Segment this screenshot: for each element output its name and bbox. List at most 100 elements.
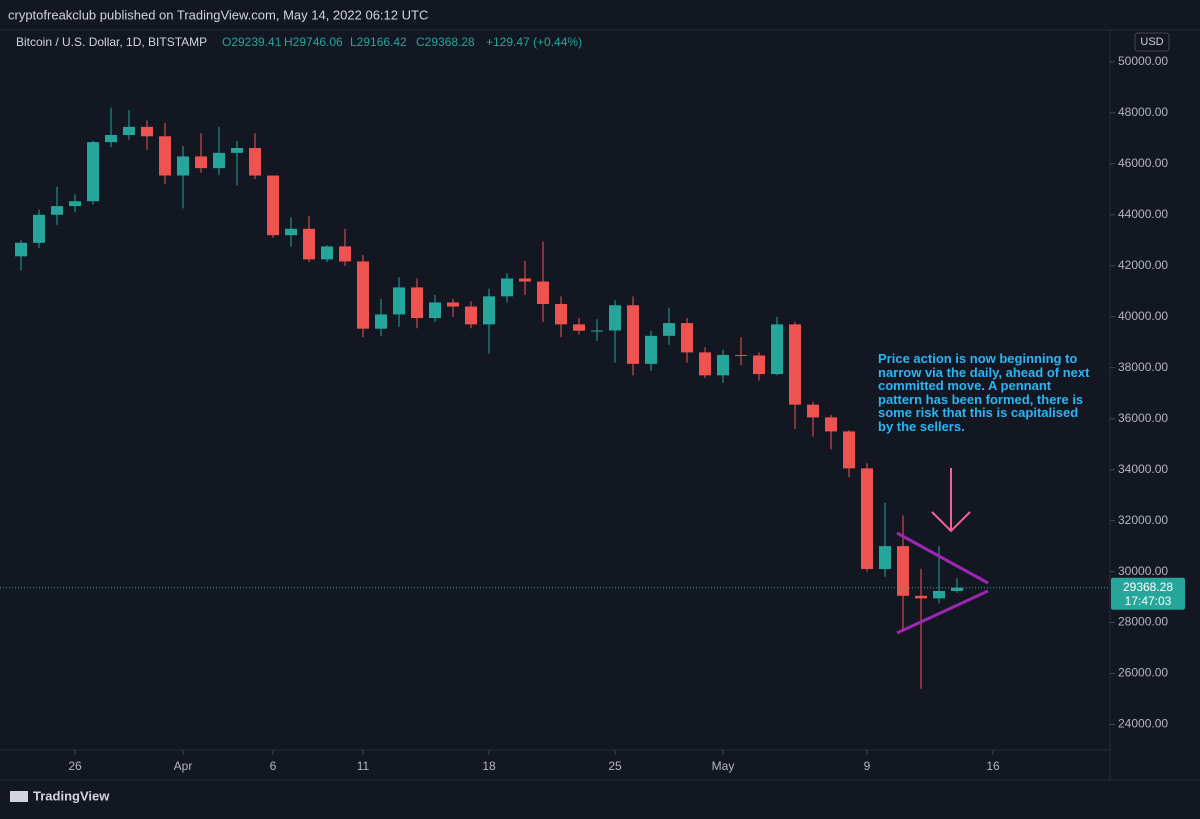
candle-body bbox=[267, 175, 279, 236]
y-tick-label: 38000.00 bbox=[1118, 360, 1168, 374]
y-tick-label: 24000.00 bbox=[1118, 717, 1168, 731]
x-tick-label: 11 bbox=[357, 759, 370, 773]
x-tick-label: 6 bbox=[270, 759, 277, 773]
y-tick-label: 50000.00 bbox=[1118, 54, 1168, 68]
candle-body bbox=[627, 305, 639, 364]
candle-body bbox=[753, 355, 765, 375]
candle-body bbox=[213, 152, 225, 169]
legend: Bitcoin / U.S. Dollar, 1D, BITSTAMP O292… bbox=[16, 35, 582, 49]
candle-body bbox=[717, 354, 729, 376]
candle-body bbox=[501, 278, 513, 297]
candle-body bbox=[861, 468, 873, 570]
candle-body bbox=[681, 323, 693, 353]
plot: 24000.00 26000.00 28000.00 30000.00 32000.00… bbox=[0, 54, 1168, 773]
candle-body bbox=[123, 126, 135, 136]
pennant-upper bbox=[896, 531, 989, 585]
y-tick-label: 34000.00 bbox=[1118, 462, 1168, 476]
candle-body bbox=[177, 156, 189, 176]
y-tick-label: 32000.00 bbox=[1118, 513, 1168, 527]
ohlc-change: +129.47 (+0.44%) bbox=[486, 35, 582, 49]
last-price-box bbox=[1111, 577, 1185, 610]
candle-body bbox=[897, 546, 909, 596]
candle-body bbox=[303, 228, 315, 260]
y-tick-label: 42000.00 bbox=[1118, 258, 1168, 272]
y-tick-label: 46000.00 bbox=[1118, 156, 1168, 170]
candle-body bbox=[339, 246, 351, 262]
candle-body bbox=[87, 142, 99, 202]
candle-body bbox=[33, 214, 45, 243]
ohlc-high: H29746.06 bbox=[284, 35, 343, 49]
candle-body bbox=[51, 206, 63, 215]
candle-body bbox=[411, 287, 423, 318]
candle-body bbox=[15, 242, 27, 257]
x-tick-label: 18 bbox=[482, 759, 496, 773]
candle-body bbox=[807, 404, 819, 418]
footer-text: TradingView bbox=[33, 788, 110, 803]
candle-body bbox=[645, 335, 657, 364]
candle-body bbox=[573, 324, 585, 331]
x-tick-label: 9 bbox=[864, 759, 871, 773]
arrow-head bbox=[931, 511, 971, 533]
candle-body bbox=[159, 136, 171, 176]
x-tick-label: 26 bbox=[68, 759, 82, 773]
logo-mark bbox=[10, 791, 28, 802]
candle-body bbox=[357, 261, 369, 329]
candle-body bbox=[933, 590, 945, 599]
candle-body bbox=[519, 278, 531, 282]
candle-body bbox=[789, 324, 801, 405]
candle-body bbox=[609, 305, 621, 331]
candle-body bbox=[321, 246, 333, 260]
candle-body bbox=[537, 281, 549, 304]
candle-body bbox=[591, 330, 603, 332]
countdown: 17:47:03 bbox=[1125, 594, 1172, 608]
x-tick-label: Apr bbox=[174, 759, 193, 773]
x-tick-label: 25 bbox=[608, 759, 622, 773]
ohlc-open: O29239.41 bbox=[222, 35, 282, 49]
candle-body bbox=[771, 324, 783, 375]
candle-body bbox=[231, 148, 243, 153]
y-tick-label: 26000.00 bbox=[1118, 666, 1168, 680]
candle-body bbox=[915, 595, 927, 599]
pennant-lower bbox=[896, 589, 989, 635]
y-tick-label: 36000.00 bbox=[1118, 411, 1168, 425]
candle-body bbox=[735, 354, 747, 356]
candle-body bbox=[195, 156, 207, 169]
candle-body bbox=[141, 126, 153, 137]
candle-body bbox=[879, 546, 891, 570]
candle-body bbox=[249, 148, 261, 176]
ohlc-low: L29166.42 bbox=[350, 35, 407, 49]
candle-body bbox=[447, 302, 459, 307]
candle-body bbox=[663, 323, 675, 336]
candle-body bbox=[843, 431, 855, 469]
logo: TradingView bbox=[10, 788, 110, 803]
candle-body bbox=[483, 296, 495, 325]
candle-body bbox=[825, 417, 837, 432]
candle-body bbox=[375, 314, 387, 329]
symbol: Bitcoin / U.S. Dollar, 1D, BITSTAMP bbox=[16, 35, 207, 49]
candle-body bbox=[69, 201, 81, 207]
currency[interactable]: USD bbox=[1140, 36, 1163, 48]
header: cryptofreakclub published on TradingView… bbox=[8, 7, 428, 22]
candle-body bbox=[951, 587, 963, 591]
annotation: Price action is now beginning to narrow … bbox=[878, 352, 1090, 434]
ohlc-close: C29368.28 bbox=[416, 35, 475, 49]
y-tick-label: 30000.00 bbox=[1118, 564, 1168, 578]
candle-body bbox=[393, 287, 405, 315]
last-price-label: 29368.28 bbox=[1123, 580, 1173, 594]
x-tick-label: May bbox=[712, 759, 735, 773]
candle-body bbox=[105, 135, 117, 143]
y-tick-label: 48000.00 bbox=[1118, 105, 1168, 119]
y-tick-label: 28000.00 bbox=[1118, 615, 1168, 629]
annotation-box: Price action is now beginning to narrow … bbox=[878, 352, 1090, 434]
candle-body bbox=[429, 302, 441, 318]
candle-body bbox=[285, 228, 297, 236]
y-tick-label: 44000.00 bbox=[1118, 207, 1168, 221]
y-tick-label: 40000.00 bbox=[1118, 309, 1168, 323]
candle-body bbox=[555, 303, 567, 325]
candle-body bbox=[465, 306, 477, 325]
x-tick-label: 16 bbox=[986, 759, 1000, 773]
currency-box[interactable] bbox=[1134, 32, 1170, 52]
